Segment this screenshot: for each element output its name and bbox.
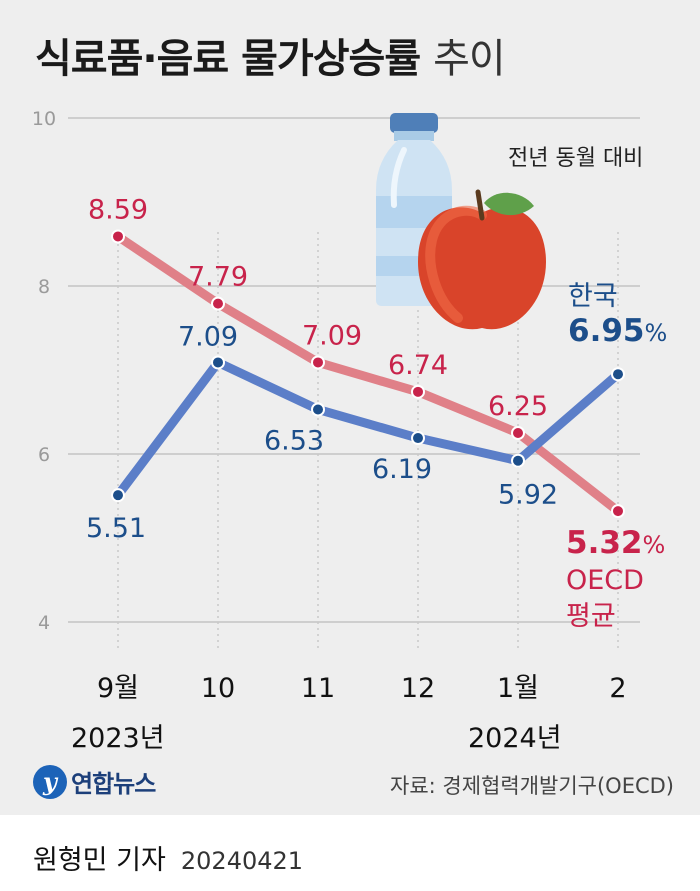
x-tick-label-5: 2 (609, 673, 626, 704)
chart-panel: 4 6 8 10 8.59 7.79 7.09 6.74 6.25 5.51 7.09 6.53 6.… (0, 0, 700, 815)
yonhap-logo: y 연합뉴스 (33, 764, 156, 799)
unit-note: 전년 동월 대비 (508, 146, 644, 171)
data-point-s0-2 (311, 355, 325, 370)
reporter-name: 원형민 기자 (33, 845, 166, 876)
title-main: 식료품·음료 물가상승률 (35, 36, 421, 82)
year-label-2023: 2023년 (71, 723, 165, 754)
data-label-s1-1: 7.09 (178, 321, 238, 352)
data-point-s1-5 (611, 367, 625, 382)
data-point-s0-4 (511, 426, 525, 440)
x-tick-label-2: 11 (301, 673, 335, 704)
data-point-s1-0 (111, 488, 125, 503)
series-line-1 (113, 357, 623, 500)
data-label-s0-0: 8.59 (88, 194, 148, 225)
x-tick-label-1: 10 (201, 673, 235, 704)
apple-icon (418, 189, 546, 330)
source-note: 자료: 경제협력개발기구(OECD) (390, 774, 674, 798)
series-lines (113, 231, 623, 516)
data-label-s1-3: 6.19 (372, 454, 432, 485)
title-suffix: 추이 (433, 36, 506, 82)
data-point-s1-2 (311, 402, 325, 417)
y-axis: 4 6 8 10 (32, 108, 56, 634)
gridlines (68, 117, 640, 650)
legend-oecd: 5.32% OECD 평균 (566, 525, 665, 635)
series-points (111, 229, 625, 519)
legend-korea-label: 한국 (568, 281, 618, 312)
data-point-s1-4 (511, 453, 525, 468)
yonhap-logo-text: 연합뉴스 (71, 770, 156, 798)
legend-korea-value: 6.95 (568, 313, 645, 349)
data-label-s1-0: 5.51 (86, 513, 146, 544)
byline: 원형민 기자 20240421 (33, 838, 303, 877)
y-tick-label-10: 10 (32, 108, 56, 130)
legend-oecd-pct: % (642, 531, 666, 559)
year-label-2024: 2024년 (468, 723, 562, 754)
data-point-s0-3 (411, 384, 425, 399)
x-axis: 9월 10 11 12 1월 2 (97, 673, 627, 704)
legend-oecd-value: 5.32 (566, 525, 643, 561)
legend-korea-pct: % (644, 319, 668, 347)
legend-oecd-line1: OECD (566, 565, 644, 596)
x-tick-label-0: 9월 (97, 673, 139, 704)
data-label-s0-1: 7.79 (188, 262, 248, 293)
data-point-s0-0 (111, 229, 125, 244)
legend-oecd-line2: 평균 (566, 601, 616, 632)
y-tick-label-4: 4 (38, 612, 50, 634)
data-point-s0-5 (611, 504, 625, 519)
data-point-s1-1 (211, 355, 225, 370)
line-chart: 4 6 8 10 8.59 7.79 7.09 6.74 6.25 5.51 7.09 6.53 6.… (32, 108, 640, 704)
data-label-s0-3: 6.74 (388, 350, 448, 381)
x-tick-label-3: 12 (401, 673, 435, 704)
data-labels: 8.59 7.79 7.09 6.74 6.25 5.51 7.09 6.53 6.19 5.92 (86, 194, 558, 544)
chart-title: 식료품·음료 물가상승률 추이 (35, 26, 506, 84)
data-point-s1-3 (411, 431, 425, 446)
data-label-s1-2: 6.53 (264, 425, 324, 456)
data-label-s0-4: 6.25 (488, 391, 548, 422)
y-tick-label-6: 6 (38, 444, 50, 466)
legend-korea: 한국 6.95% (568, 280, 667, 350)
data-point-s0-1 (211, 296, 225, 311)
publish-date: 20240421 (180, 847, 304, 875)
data-label-s1-4: 5.92 (498, 480, 558, 511)
x-tick-label-4: 1월 (497, 673, 539, 704)
y-tick-label-8: 8 (38, 276, 50, 298)
yonhap-logo-mark-icon: y (33, 764, 67, 799)
data-label-s0-2: 7.09 (302, 320, 362, 351)
